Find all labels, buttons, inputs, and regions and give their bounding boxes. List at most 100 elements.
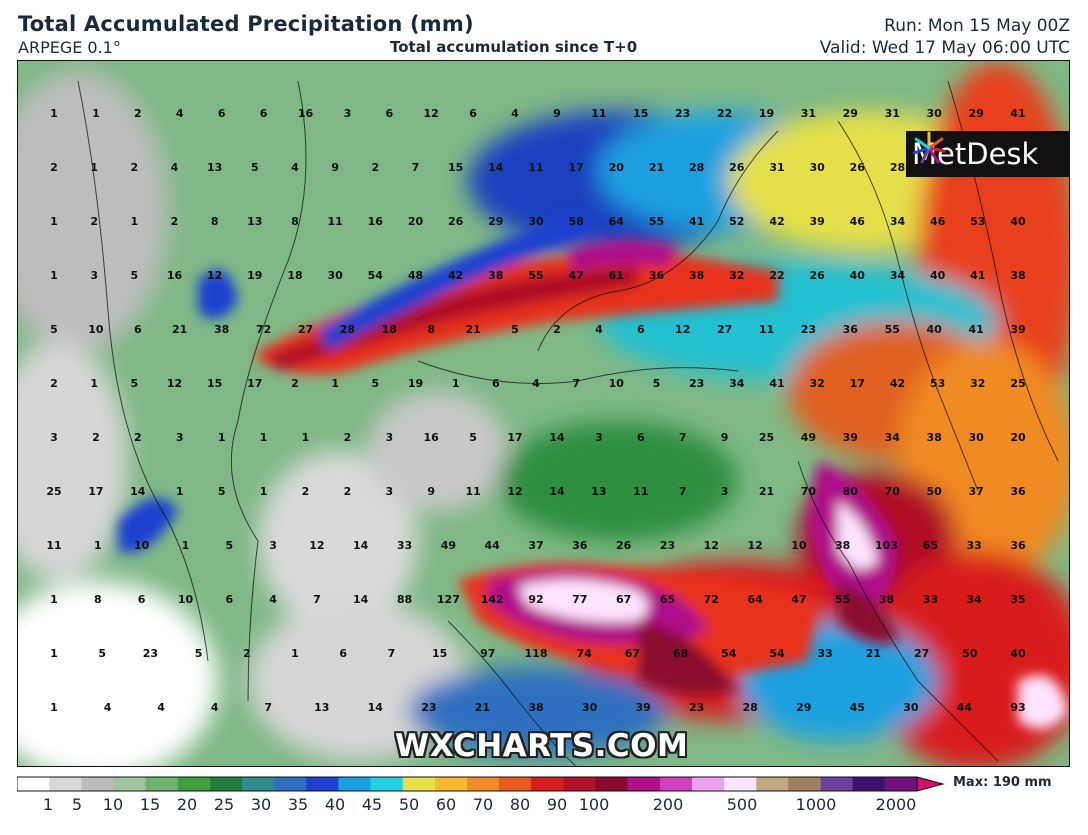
precip-value: 20: [408, 215, 424, 228]
precip-value: 142: [481, 593, 504, 606]
precip-value: 39: [635, 701, 650, 714]
precip-value: 53: [930, 377, 945, 390]
precip-value: 1: [50, 215, 58, 228]
precip-value: 15: [432, 647, 447, 660]
scale-swatch: [820, 777, 854, 791]
precip-value: 103: [875, 539, 898, 552]
precip-value: 36: [843, 323, 859, 336]
precip-value: 74: [577, 647, 593, 660]
precip-value: 7: [679, 431, 687, 444]
precip-value: 12: [507, 485, 522, 498]
precip-value: 28: [743, 701, 758, 714]
model-label: ARPEGE 0.1°: [18, 38, 121, 57]
scale-swatch: [531, 777, 564, 791]
precip-value: 23: [675, 107, 690, 120]
precip-value: 1: [291, 647, 299, 660]
precip-value: 11: [528, 161, 543, 174]
precip-value: 38: [488, 269, 503, 282]
scale-tick-label: 60: [435, 795, 457, 814]
precip-value: 12: [747, 539, 762, 552]
color-scale: [16, 775, 947, 797]
precip-value: 13: [247, 215, 262, 228]
scale-swatch: [499, 777, 532, 791]
precip-value: 92: [528, 593, 543, 606]
precip-value: 67: [616, 593, 631, 606]
precip-value: 41: [968, 323, 983, 336]
precip-value: 50: [927, 485, 943, 498]
precip-value: 26: [616, 539, 632, 552]
scale-tick-label: 100: [578, 795, 610, 814]
precip-value: 3: [385, 485, 393, 498]
scale-tick-label: 45: [361, 795, 383, 814]
precip-value: 2: [90, 215, 98, 228]
precip-value: 34: [890, 269, 906, 282]
scale-swatch: [17, 777, 50, 791]
precip-value: 5: [469, 431, 477, 444]
scale-swatch: [402, 777, 436, 791]
precip-value: 11: [759, 323, 774, 336]
precip-value: 1: [50, 593, 58, 606]
precip-value: 23: [801, 323, 816, 336]
scale-swatch: [595, 777, 629, 791]
precip-value: 42: [448, 269, 463, 282]
precip-value: 77: [572, 593, 587, 606]
precip-value: 64: [609, 215, 625, 228]
precip-value: 3: [721, 485, 729, 498]
precip-value: 29: [796, 701, 811, 714]
precip-value: 11: [633, 485, 648, 498]
precip-value: 7: [412, 161, 420, 174]
precip-value: 38: [528, 701, 543, 714]
precip-value: 4: [176, 107, 184, 120]
scale-swatch: [145, 777, 179, 791]
precip-value: 5: [251, 161, 259, 174]
precip-value: 1: [50, 701, 58, 714]
precip-value: 10: [134, 539, 150, 552]
run-time: Run: Mon 15 May 00Z: [884, 16, 1070, 36]
precip-value: 13: [314, 701, 329, 714]
precip-value: 40: [927, 323, 943, 336]
scale-tick-label: 200: [652, 795, 684, 814]
precip-value: 22: [717, 107, 732, 120]
precip-value: 35: [1010, 593, 1025, 606]
precip-value: 41: [689, 215, 704, 228]
precip-value: 4: [595, 323, 603, 336]
precip-value: 4: [511, 107, 519, 120]
scale-border: [16, 776, 918, 792]
precip-value: 23: [143, 647, 158, 660]
precip-value: 28: [890, 161, 905, 174]
scale-swatch: [370, 777, 404, 791]
precip-value: 5: [50, 323, 58, 336]
precip-value: 38: [835, 539, 850, 552]
precip-value: 12: [675, 323, 690, 336]
precip-value: 4: [211, 701, 219, 714]
precip-value: 1: [452, 377, 460, 390]
precip-value: 1: [90, 161, 98, 174]
scale-swatch: [242, 777, 275, 791]
precip-value: 97: [480, 647, 495, 660]
precip-value: 44: [957, 701, 973, 714]
precip-value: 21: [172, 323, 187, 336]
precip-value: 12: [167, 377, 182, 390]
precip-value: 33: [923, 593, 938, 606]
precip-value: 2: [371, 161, 379, 174]
scale-tick-label: 20: [176, 795, 198, 814]
precip-value: 25: [1010, 377, 1025, 390]
precip-value: 6: [339, 647, 347, 660]
scale-swatch: [852, 777, 886, 791]
precip-value: 25: [46, 485, 61, 498]
precip-value: 2: [92, 431, 100, 444]
precip-value: 2: [553, 323, 561, 336]
scale-swatch: [467, 777, 500, 791]
precip-value: 38: [879, 593, 894, 606]
precip-value: 11: [465, 485, 480, 498]
precip-value: 29: [968, 107, 983, 120]
precip-value: 9: [427, 485, 435, 498]
precip-value: 6: [260, 107, 268, 120]
scale-tick-label: 70: [472, 795, 494, 814]
precip-value: 118: [525, 647, 548, 660]
precip-value: 7: [388, 647, 396, 660]
precip-value: 18: [287, 269, 302, 282]
precip-value: 17: [247, 377, 262, 390]
precip-value: 33: [967, 539, 982, 552]
precip-value: 29: [843, 107, 858, 120]
